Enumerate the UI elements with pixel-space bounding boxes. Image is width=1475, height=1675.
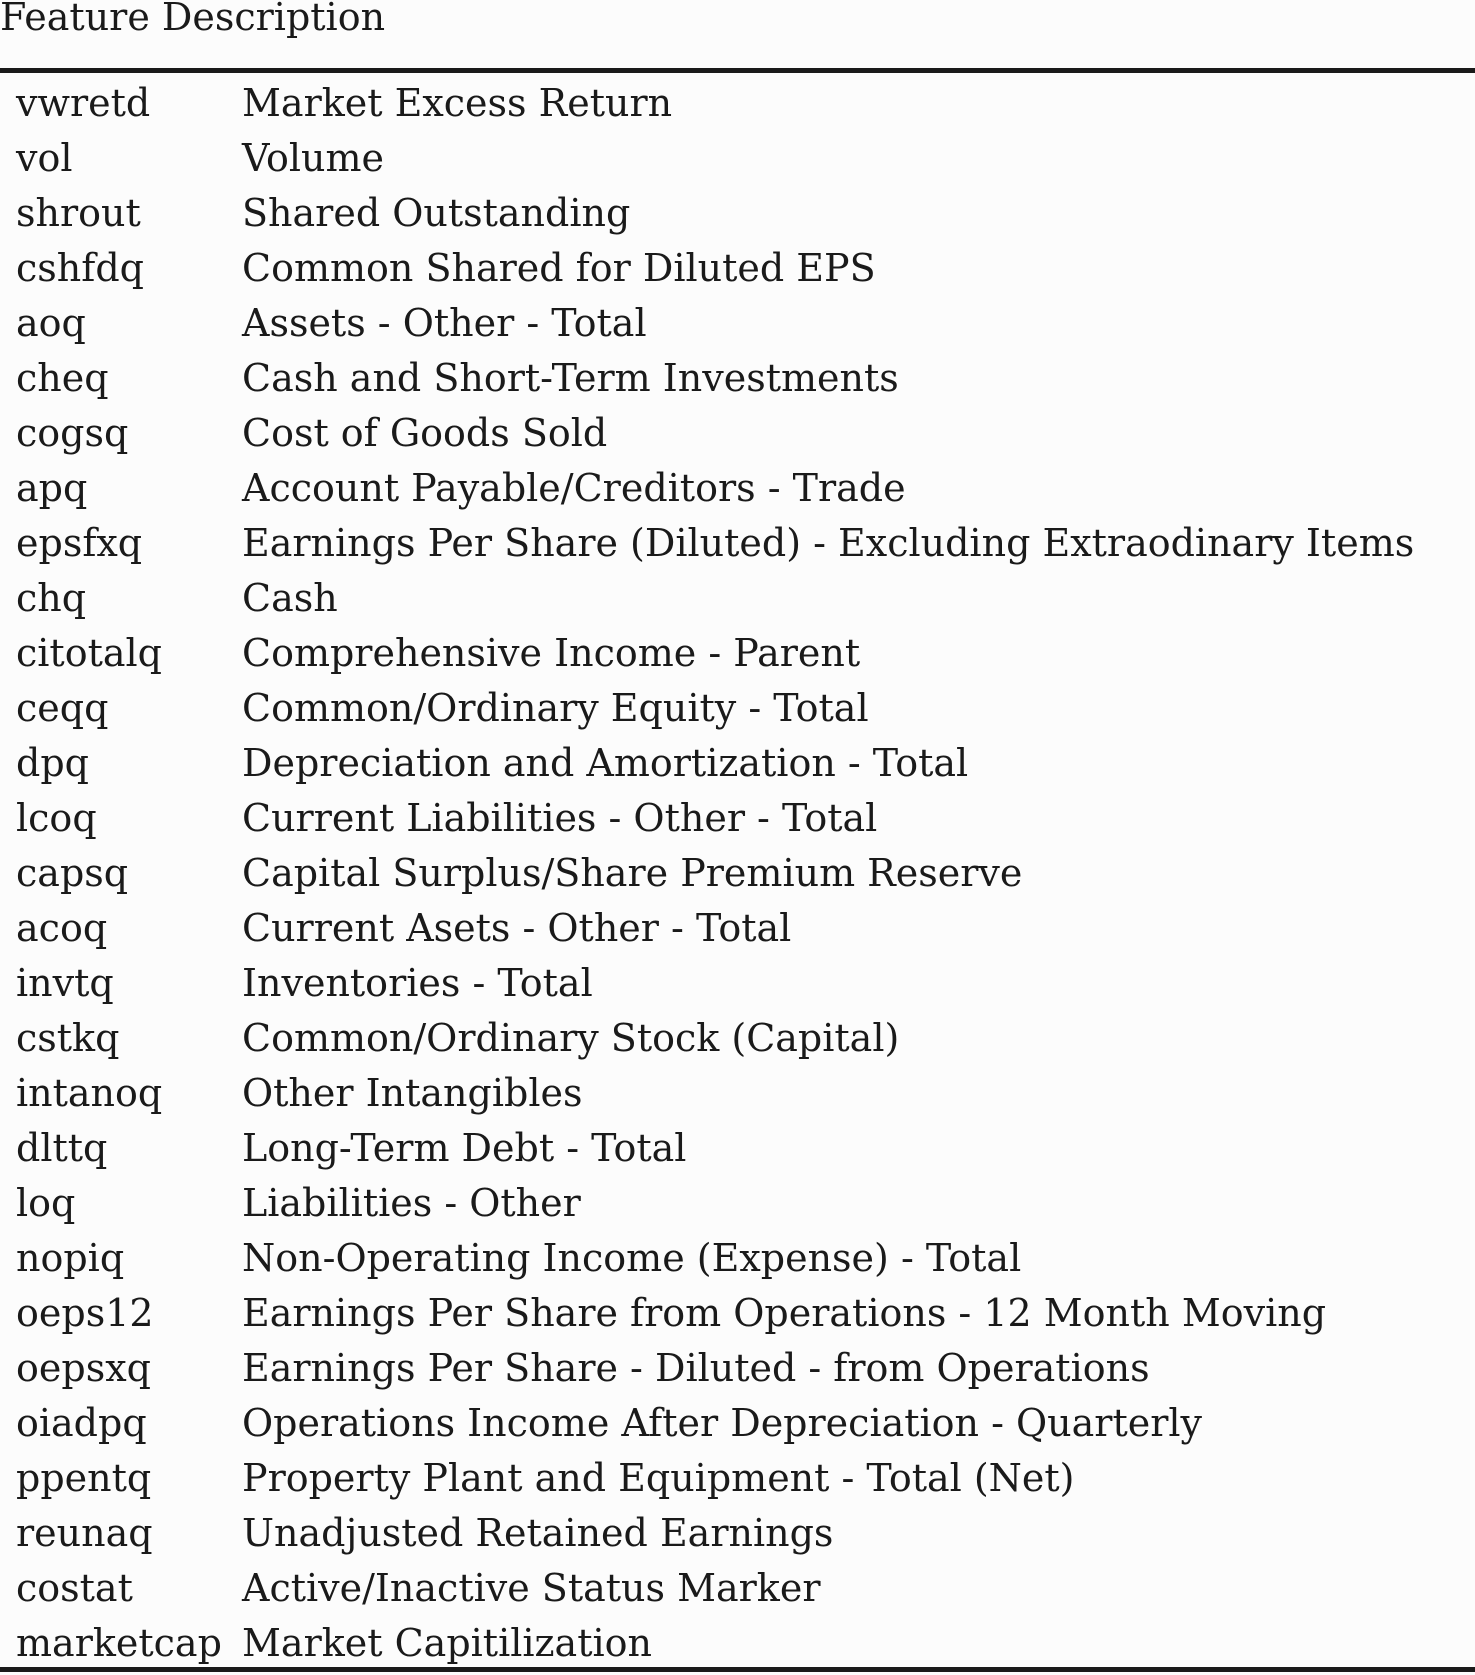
- table-row: vwretd Market Excess Return: [0, 75, 1475, 130]
- table-row: aoq Assets - Other - Total: [0, 295, 1475, 350]
- table-row: vol Volume: [0, 130, 1475, 185]
- table-row: citotalq Comprehensive Income - Parent: [0, 625, 1475, 680]
- feature-description: Account Payable/Creditors - Trade: [242, 465, 906, 510]
- feature-description: Current Liabilities - Other - Total: [242, 795, 878, 840]
- feature-code: aoq: [16, 300, 86, 345]
- table-row: oepsxq Earnings Per Share - Diluted - fro…: [0, 1340, 1475, 1395]
- top-rule: [0, 68, 1475, 73]
- feature-code: costat: [16, 1565, 133, 1610]
- feature-code: reunaq: [16, 1510, 153, 1555]
- feature-description: Volume: [242, 135, 384, 180]
- feature-code: nopiq: [16, 1235, 125, 1280]
- feature-code: oeps12: [16, 1290, 154, 1335]
- feature-code: citotalq: [16, 630, 162, 675]
- feature-description: Earnings Per Share - Diluted - from Oper…: [242, 1345, 1150, 1390]
- table-row: cshfdq Common Shared for Diluted EPS: [0, 240, 1475, 295]
- feature-description: Cash and Short-Term Investments: [242, 355, 899, 400]
- table-row: costat Active/Inactive Status Marker: [0, 1560, 1475, 1615]
- table-row: capsq Capital Surplus/Share Premium Reser…: [0, 845, 1475, 900]
- feature-code: apq: [16, 465, 88, 510]
- feature-description: Assets - Other - Total: [242, 300, 647, 345]
- feature-description: Operations Income After Depreciation - Q…: [242, 1400, 1203, 1445]
- feature-description: Active/Inactive Status Marker: [242, 1565, 821, 1610]
- feature-description: Earnings Per Share from Operations - 12 …: [242, 1290, 1327, 1335]
- feature-code: shrout: [16, 190, 141, 235]
- feature-code: acoq: [16, 905, 108, 950]
- feature-code: vwretd: [16, 80, 151, 125]
- feature-description: Liabilities - Other: [242, 1180, 581, 1225]
- feature-code: invtq: [16, 960, 114, 1005]
- table-row: lcoq Current Liabilities - Other - Total: [0, 790, 1475, 845]
- feature-description: Common/Ordinary Equity - Total: [242, 685, 869, 730]
- feature-description: Capital Surplus/Share Premium Reserve: [242, 850, 1023, 895]
- feature-description: Market Excess Return: [242, 80, 673, 125]
- feature-code: vol: [16, 135, 73, 180]
- table-row: cogsq Cost of Goods Sold: [0, 405, 1475, 460]
- feature-description: Cost of Goods Sold: [242, 410, 608, 455]
- feature-code: chq: [16, 575, 87, 620]
- feature-code: dlttq: [16, 1125, 108, 1170]
- table-row: ceqq Common/Ordinary Equity - Total: [0, 680, 1475, 735]
- feature-code: intanoq: [16, 1070, 163, 1115]
- table-row: cstkq Common/Ordinary Stock (Capital): [0, 1010, 1475, 1065]
- feature-description: Comprehensive Income - Parent: [242, 630, 861, 675]
- table-row: epsfxq Earnings Per Share (Diluted) - Exc…: [0, 515, 1475, 570]
- table-row: shrout Shared Outstanding: [0, 185, 1475, 240]
- feature-description: Other Intangibles: [242, 1070, 583, 1115]
- feature-description: Unadjusted Retained Earnings: [242, 1510, 834, 1555]
- feature-description: Cash: [242, 575, 338, 620]
- feature-code: lcoq: [16, 795, 97, 840]
- table-row: intanoq Other Intangibles: [0, 1065, 1475, 1120]
- table-row: oeps12 Earnings Per Share from Operations…: [0, 1285, 1475, 1340]
- table-row: chq Cash: [0, 570, 1475, 625]
- feature-code: loq: [16, 1180, 76, 1225]
- feature-code: oiadpq: [16, 1400, 147, 1445]
- feature-code: capsq: [16, 850, 129, 895]
- table-row: marketcap Market Capitilization: [0, 1615, 1475, 1670]
- feature-description: Inventories - Total: [242, 960, 593, 1005]
- table-header: Feature Description: [0, 0, 386, 39]
- feature-code: cheq: [16, 355, 109, 400]
- table-row: ppentq Property Plant and Equipment - Tot…: [0, 1450, 1475, 1505]
- table-row: apq Account Payable/Creditors - Trade: [0, 460, 1475, 515]
- feature-description: Non-Operating Income (Expense) - Total: [242, 1235, 1022, 1280]
- feature-table-body: vwretd Market Excess Return vol Volume shrou…: [0, 75, 1475, 1670]
- table-row: dlttq Long-Term Debt - Total: [0, 1120, 1475, 1175]
- table-row: oiadpq Operations Income After Depreciati…: [0, 1395, 1475, 1450]
- table-row: nopiq Non-Operating Income (Expense) - To…: [0, 1230, 1475, 1285]
- feature-description: Earnings Per Share (Diluted) - Excluding…: [242, 520, 1415, 565]
- feature-code: cstkq: [16, 1015, 120, 1060]
- table-row: loq Liabilities - Other: [0, 1175, 1475, 1230]
- table-row: acoq Current Asets - Other - Total: [0, 900, 1475, 955]
- table-row: cheq Cash and Short-Term Investments: [0, 350, 1475, 405]
- feature-code: epsfxq: [16, 520, 143, 565]
- table-row: dpq Depreciation and Amortization - Total: [0, 735, 1475, 790]
- feature-description: Market Capitilization: [242, 1620, 652, 1665]
- feature-code: oepsxq: [16, 1345, 151, 1390]
- feature-code: ppentq: [16, 1455, 152, 1500]
- table-row: invtq Inventories - Total: [0, 955, 1475, 1010]
- feature-code: ceqq: [16, 685, 109, 730]
- feature-description: Property Plant and Equipment - Total (Ne…: [242, 1455, 1075, 1500]
- feature-description: Shared Outstanding: [242, 190, 631, 235]
- feature-description: Current Asets - Other - Total: [242, 905, 792, 950]
- feature-code: dpq: [16, 740, 89, 785]
- feature-code: marketcap: [16, 1620, 222, 1665]
- feature-description: Common/Ordinary Stock (Capital): [242, 1015, 900, 1060]
- feature-code: cshfdq: [16, 245, 144, 290]
- feature-code: cogsq: [16, 410, 129, 455]
- feature-description: Long-Term Debt - Total: [242, 1125, 687, 1170]
- feature-description: Depreciation and Amortization - Total: [242, 740, 969, 785]
- table-row: reunaq Unadjusted Retained Earnings: [0, 1505, 1475, 1560]
- bottom-rule: [0, 1667, 1475, 1672]
- feature-description: Common Shared for Diluted EPS: [242, 245, 876, 290]
